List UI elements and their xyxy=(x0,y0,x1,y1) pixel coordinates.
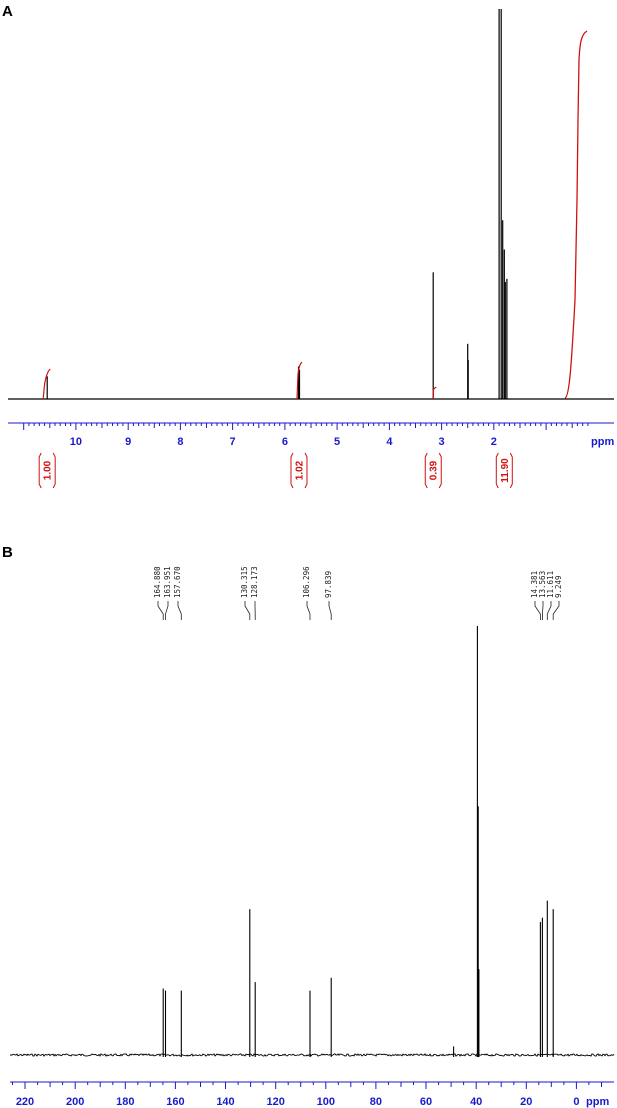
panel-b-peak-label: 157.670 xyxy=(173,566,182,598)
panel-a-integral-curve-2 xyxy=(432,386,437,399)
panel-b-peak-label: 130.315 xyxy=(240,566,249,598)
panel-a-tick-label: 2 xyxy=(491,436,497,448)
panel-b-peak-leader xyxy=(328,601,332,620)
panel-b-tick-label: 20 xyxy=(520,1096,532,1108)
panel-a-integral-bracket xyxy=(38,452,56,489)
panel-a-spectrum: 10 9 8 7 6 5 4 3 2 1.00 1.02 0.39 11.90 xyxy=(8,9,614,489)
panel-b-peak-label: 14.381 xyxy=(530,571,539,598)
panel-a-integral-value: 1.02 xyxy=(295,460,306,480)
panel-a-integral-bracket xyxy=(495,452,513,489)
panel-a-ppm-label: ppm xyxy=(591,436,614,448)
panel-b-tick-label: 200 xyxy=(66,1096,84,1108)
panel-a-tick-label: 10 xyxy=(70,436,82,448)
panel-b-peak-label: 106.296 xyxy=(302,566,311,598)
panel-a-integral-curve-3 xyxy=(564,30,588,399)
panel-a-integral-value: 0.39 xyxy=(429,460,440,480)
panel-a-tick-label: 6 xyxy=(282,436,288,448)
panel-b-tick-label: 180 xyxy=(116,1096,134,1108)
panel-b-tick-label: 40 xyxy=(470,1096,482,1108)
panel-b-peak-label: 164.880 xyxy=(153,566,162,598)
panel-b-tick-label: 60 xyxy=(420,1096,432,1108)
panel-a-integral-curve-1 xyxy=(296,361,303,400)
panel-a-integral-value: 11.90 xyxy=(500,458,511,483)
panel-a-integral-bracket xyxy=(290,452,308,489)
panel-b-peak-label: 128.173 xyxy=(250,566,259,598)
panel-a-tick-label: 9 xyxy=(125,436,131,448)
panel-b-peak-leader xyxy=(306,601,311,620)
panel-a-tick-label: 3 xyxy=(439,436,445,448)
panel-a-label: A xyxy=(2,3,13,20)
panel-b-peak-leader xyxy=(552,601,560,620)
panel-b-tick-label: 80 xyxy=(370,1096,382,1108)
panel-b-baseline xyxy=(10,1053,615,1058)
panel-a-tick-label: 7 xyxy=(230,436,236,448)
panel-b-peak-leader xyxy=(244,601,251,620)
panel-b-tick-label: 0 xyxy=(573,1096,579,1108)
panel-b-spectrum: 164.880 163.951 157.670 130.315 128.173 106.2… xyxy=(10,566,615,1108)
panel-b-peak-leader xyxy=(165,601,169,620)
panel-b-tick-label: 220 xyxy=(16,1096,34,1108)
panel-b-tick-label: 140 xyxy=(216,1096,234,1108)
panel-b-peak-leader xyxy=(542,601,544,620)
panel-b-peak-label: 13.563 xyxy=(538,571,547,598)
panel-b-label: B xyxy=(2,544,13,561)
panel-a-tick-label: 4 xyxy=(386,436,393,448)
panel-a-integral-bracket xyxy=(424,452,442,489)
panel-a-integral-curve-0 xyxy=(42,368,51,400)
panel-b-peak-label: 9.249 xyxy=(554,575,563,598)
panel-a-tick-label: 8 xyxy=(177,436,183,448)
panel-b-tick-label: 160 xyxy=(166,1096,184,1108)
panel-b-peak-leader xyxy=(177,601,182,620)
panel-b-peak-leader xyxy=(534,601,541,620)
panel-a-tick-label: 5 xyxy=(334,436,340,448)
panel-b-peak-label: 11.611 xyxy=(546,571,555,598)
panel-b-tick-label: 120 xyxy=(267,1096,285,1108)
panel-b-peak-leader xyxy=(546,601,552,620)
panel-b-peak-label: 163.951 xyxy=(163,566,172,598)
panel-b-peak-leader xyxy=(157,601,164,620)
panel-a-integral-value: 1.00 xyxy=(43,460,54,480)
panel-b-ppm-label: ppm xyxy=(586,1096,609,1108)
panel-b-tick-label: 100 xyxy=(317,1096,335,1108)
panel-b-peak-label: 97.839 xyxy=(324,571,333,598)
